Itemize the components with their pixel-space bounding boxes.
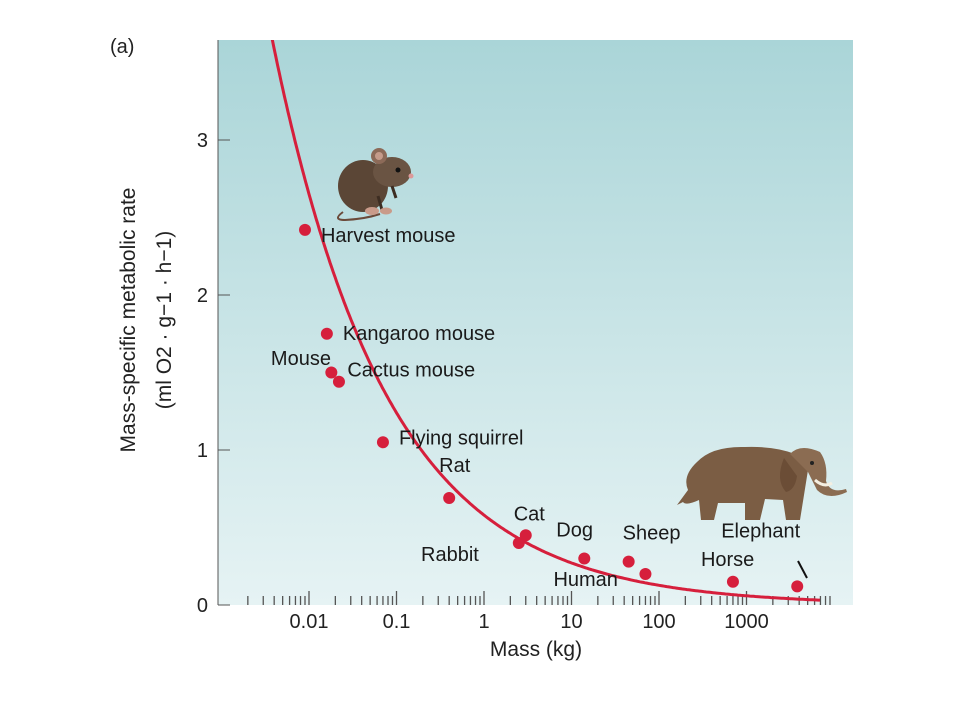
elephant-leader-line: [797, 560, 808, 579]
y-tick-label: 2: [197, 285, 208, 307]
y-tick-label: 3: [197, 130, 208, 152]
data-point: [320, 327, 333, 340]
point-label: Rabbit: [421, 544, 479, 566]
y-tick-label: 1: [197, 440, 208, 462]
fit-curve: [270, 40, 820, 602]
data-point: [726, 575, 739, 588]
y-tick-label: 0: [197, 595, 208, 617]
data-point: [519, 529, 532, 542]
data-point: [376, 436, 389, 449]
point-label: Rat: [439, 455, 471, 477]
x-tick-label: 10: [560, 611, 582, 633]
x-tick-label: 1: [478, 611, 489, 633]
x-tick-label: 0.1: [383, 611, 411, 633]
data-point: [639, 568, 652, 580]
panel-label: (a): [110, 36, 134, 58]
point-label: Elephant: [721, 520, 800, 542]
data-point: [512, 537, 525, 549]
point-label: Dog: [556, 520, 593, 542]
point-label: Human: [553, 569, 617, 591]
point-label: Flying squirrel: [399, 427, 523, 449]
x-tick-label: 1000: [724, 611, 769, 633]
x-axis-title: Mass (kg): [490, 638, 582, 661]
data-point: [298, 223, 311, 236]
point-label: Sheep: [623, 523, 681, 545]
data-point: [578, 552, 591, 565]
point-labels: Harvest mouse Kangaroo mouse Cactus mouse M…: [271, 225, 801, 591]
data-point: [622, 555, 635, 568]
point-label: Cat: [514, 503, 546, 525]
data-point: [443, 492, 456, 505]
elephant-illustration: [677, 446, 847, 520]
data-point: [325, 366, 338, 379]
data-point: [791, 580, 804, 593]
data-point: [332, 375, 345, 388]
x-tick-label: 0.01: [290, 611, 329, 633]
x-axis-minor-ticks: [247, 591, 831, 605]
y-axis-title-group: Mass-specific metabolic rate (ml O2 · g−…: [117, 188, 176, 453]
y-axis-ticks: 0 1 2 3: [197, 130, 230, 617]
point-label: Cactus mouse: [347, 360, 475, 382]
y-axis-units: (ml O2 · g−1 · h−1): [153, 231, 176, 410]
mouse-illustration: [337, 148, 414, 222]
point-label: Mouse: [271, 348, 331, 370]
x-tick-label: 100: [642, 611, 675, 633]
point-label: Harvest mouse: [321, 225, 456, 247]
point-label: Kangaroo mouse: [343, 323, 495, 345]
x-axis-ticks: 0.01 0.1 1 10 100 1000: [290, 611, 769, 633]
point-label: Horse: [701, 549, 754, 571]
y-axis-title: Mass-specific metabolic rate: [117, 188, 140, 453]
data-points: [298, 223, 804, 593]
